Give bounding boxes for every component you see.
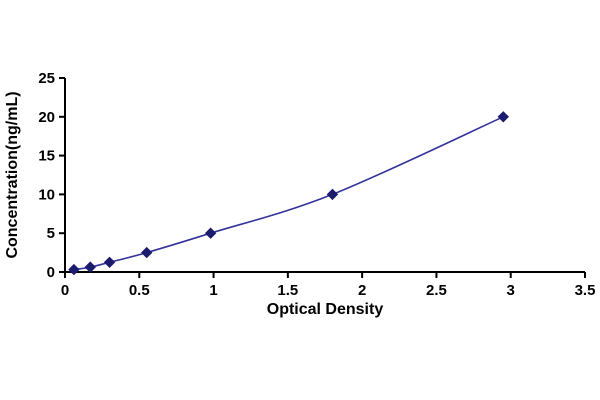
y-tick-label: 15: [38, 148, 55, 165]
data-point-marker: [204, 227, 217, 239]
y-tick-label: 10: [38, 186, 55, 203]
x-tick-label: 1.5: [277, 282, 298, 299]
y-tick-label: 20: [38, 109, 55, 126]
y-tick-label: 5: [47, 225, 55, 242]
y-tick-label: 25: [38, 70, 55, 87]
data-point-marker: [103, 256, 116, 269]
x-axis-label: Optical Density: [267, 301, 384, 318]
y-tick-label: 0: [47, 264, 55, 281]
data-point-marker: [84, 261, 96, 273]
x-tick-label: 0: [61, 282, 69, 299]
series-layer: [68, 111, 509, 276]
data-point-marker: [141, 246, 153, 259]
x-tick-label: 0.5: [129, 282, 150, 299]
x-tick-label: 3: [507, 282, 515, 299]
curve-line: [73, 116, 504, 271]
data-point-marker: [68, 263, 80, 276]
x-tick-label: 2.5: [426, 282, 447, 299]
axes-layer: [64, 78, 585, 273]
x-tick-label: 1: [209, 282, 217, 299]
data-point-marker: [497, 111, 509, 123]
data-point-marker: [326, 188, 339, 201]
ticks-layer: 0 0.5 1 1.5 2 2.5 3 3.5 0 5 10 15 20 25: [38, 70, 595, 299]
x-tick-label: 2: [358, 282, 366, 299]
x-tick-label: 3.5: [575, 282, 596, 299]
y-axis-label: Concentration(ng/mL): [4, 91, 21, 258]
